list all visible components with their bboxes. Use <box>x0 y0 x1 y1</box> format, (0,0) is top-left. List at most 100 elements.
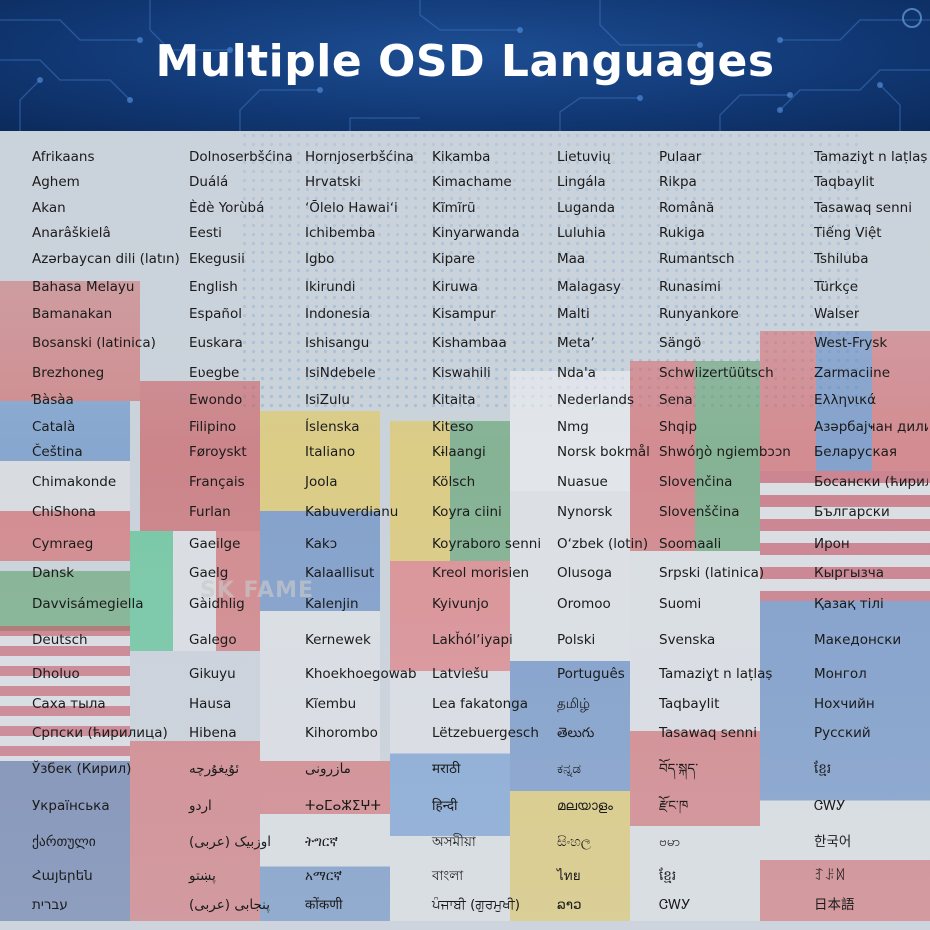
language-item: Босански (ћирилица) <box>814 474 928 490</box>
language-item: ChiShona <box>32 504 96 520</box>
language-item: Nmg <box>557 419 589 435</box>
language-item: Taqbaylit <box>814 174 875 190</box>
language-item: West-Frysk <box>814 335 888 351</box>
language-item: Rikpa <box>659 174 697 190</box>
language-item: Filipino <box>189 419 237 435</box>
language-item: Dolnoserbšćina <box>189 149 293 165</box>
language-item: Akan <box>32 200 66 216</box>
language-item: پنجابی (عربی) <box>189 897 271 913</box>
language-item: తెలుగు <box>557 725 595 741</box>
language-item: Kabuverdianu <box>305 504 399 520</box>
language-item: தமிழ் <box>557 696 590 712</box>
language-item: Kihorombo <box>305 725 378 741</box>
language-item: Français <box>189 474 245 490</box>
language-item: Kalaallisut <box>305 565 375 581</box>
language-item: मराठी <box>432 761 461 777</box>
language-item: Ndaꞌa <box>557 365 596 381</box>
language-item: Bamanakan <box>32 306 113 322</box>
language-item: Walser <box>814 306 860 322</box>
language-item: Tshiluba <box>814 251 869 267</box>
header-banner: Multiple OSD Languages <box>0 0 930 131</box>
language-item: اردو <box>189 798 212 814</box>
language-item: Lëtzebuergesch <box>432 725 539 741</box>
language-item: Català <box>32 419 76 435</box>
language-item: Kikamba <box>432 149 491 165</box>
watermark-logo: SK FAME <box>200 578 315 603</box>
language-item: Oʻzbek (lotin) <box>557 536 649 552</box>
language-item: Metaʼ <box>557 335 595 351</box>
language-item: IsiZulu <box>305 392 350 408</box>
language-item: Shqip <box>659 419 698 435</box>
language-item: Malagasy <box>557 279 621 295</box>
language-item: Български <box>814 504 890 520</box>
language-item: Español <box>189 306 242 322</box>
language-item: Schwiizertüütsch <box>659 365 774 381</box>
language-item: Kĩmĩrũ <box>432 200 476 216</box>
language-item: Latviešu <box>432 666 489 682</box>
language-item: Olusoga <box>557 565 613 581</box>
language-item: ʻŌlelo Hawaiʻi <box>305 200 398 216</box>
language-item: Nynorsk <box>557 504 613 520</box>
language-item: Sängö <box>659 335 702 351</box>
language-item: Ирон <box>814 536 850 552</box>
language-item: Kyivunjo <box>432 596 489 612</box>
language-item: مازرونی <box>305 761 351 777</box>
language-item: ไทย <box>557 868 581 884</box>
language-item: Deutsch <box>32 632 88 648</box>
language-item: ትግርኛ <box>305 834 338 850</box>
language-item: Luluhia <box>557 225 606 241</box>
language-item: Eʋegbe <box>189 365 240 381</box>
language-item: Ichibemba <box>305 225 376 241</box>
page-title: Multiple OSD Languages <box>155 36 775 87</box>
language-item: Kölsch <box>432 474 476 490</box>
language-item: Azərbaycan dili (latın) <box>32 251 180 267</box>
language-item: Kimachame <box>432 174 512 190</box>
language-item: Հայերեն <box>32 868 93 884</box>
language-item: ಕನ್ನಡ <box>557 761 582 777</box>
language-item: Davvisámegiella <box>32 596 144 612</box>
language-item: Galego <box>189 632 237 648</box>
language-item: Kakɔ <box>305 536 338 552</box>
language-item: Norsk bokmål <box>557 444 650 460</box>
language-item: پښتو <box>189 868 216 884</box>
language-item: Нохчийн <box>814 696 875 712</box>
language-item: ဗမာ <box>659 834 680 850</box>
language-item: Kiswahili <box>432 365 491 381</box>
language-item: Қазақ тілі <box>814 596 884 612</box>
language-item: Hausa <box>189 696 232 712</box>
language-item: Kiruwa <box>432 279 479 295</box>
language-item: རྫོང་ཁ <box>659 798 689 814</box>
language-item: Koyra ciini <box>432 504 502 520</box>
language-item: Nuasue <box>557 474 608 490</box>
language-item: Kernewek <box>305 632 371 648</box>
language-item: 日本語 <box>814 897 855 913</box>
language-item: Беларуская <box>814 444 897 460</box>
language-item: Afrikaans <box>32 149 95 165</box>
language-item: Português <box>557 666 625 682</box>
language-item: Kisampur <box>432 306 496 322</box>
language-item: Саха тыла <box>32 696 106 712</box>
language-item: Tasawaq senni <box>659 725 757 741</box>
language-item: Tasawaq senni <box>814 200 912 216</box>
language-item: Maa <box>557 251 586 267</box>
language-item: Polski <box>557 632 596 648</box>
language-item: Кыргызча <box>814 565 884 581</box>
language-item: Kishambaa <box>432 335 507 351</box>
language-item: Shwóŋò ngiembɔɔn <box>659 444 791 460</box>
language-item: Українська <box>32 798 110 814</box>
language-item: Cymraeg <box>32 536 94 552</box>
language-item: Dholuo <box>32 666 80 682</box>
language-item: Taqbaylit <box>659 696 720 712</box>
language-item: Ελληνικά <box>814 392 877 408</box>
language-item: Suomi <box>659 596 702 612</box>
language-item: हिन्दी <box>432 798 458 814</box>
language-item: Svenska <box>659 632 716 648</box>
language-item: Joola <box>305 474 338 490</box>
language-item: অসমীয়া <box>432 834 476 850</box>
language-item: Lakȟólʼiyapi <box>432 632 513 648</box>
language-item: Oromoo <box>557 596 611 612</box>
language-item: Chimakonde <box>32 474 117 490</box>
language-item: Македонски <box>814 632 902 648</box>
language-item: Ekegusii <box>189 251 245 267</box>
